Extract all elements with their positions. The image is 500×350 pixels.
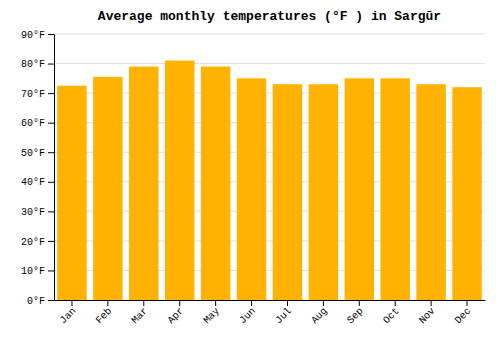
axis-line: [54, 35, 55, 301]
x-tick-mark: [143, 300, 144, 306]
y-tick-label: 20°F: [21, 237, 45, 248]
y-tick: 30°F: [21, 207, 54, 218]
x-tick: Aug: [309, 300, 330, 326]
y-tick-label: 80°F: [21, 59, 45, 70]
x-tick: Apr: [166, 300, 187, 326]
plot-area: [57, 61, 482, 300]
y-tick: 50°F: [21, 148, 54, 159]
y-tick-label: 40°F: [21, 177, 45, 188]
x-axis: Jan Feb Mar Apr May Jun Jul Aug Sep Oct Nov Dec: [55, 300, 486, 326]
bar: [237, 78, 266, 300]
x-tick-mark: [215, 300, 216, 306]
y-tick-label: 90°F: [21, 30, 45, 41]
grid: [54, 34, 485, 300]
x-tick: Jun: [237, 300, 258, 326]
title: Average monthly temperatures (°F ) in Sa…: [98, 9, 441, 24]
y-tick: 60°F: [21, 118, 54, 129]
y-tick-label: 60°F: [21, 118, 45, 129]
y-tick-mark: [48, 93, 54, 94]
bar: [309, 84, 338, 300]
bar: [273, 84, 302, 300]
x-tick-label: Jan: [58, 306, 79, 327]
x-tick-mark: [287, 300, 288, 306]
x-tick-label: Jun: [237, 306, 258, 327]
x-tick: May: [201, 300, 222, 326]
chart: 0°F 10°F 20°F 30°F 40°F 50°F 60°F 70°F 80°F 90°F J…: [0, 0, 500, 350]
y-tick-mark: [48, 34, 54, 35]
y-tick-mark: [48, 241, 54, 242]
y-tick-mark: [48, 300, 54, 301]
y-tick-label: 0°F: [27, 296, 45, 307]
x-tick-mark: [431, 300, 432, 306]
x-tick-label: Feb: [94, 306, 115, 327]
y-axis: 0°F 10°F 20°F 30°F 40°F 50°F 60°F 70°F 80°F 90°F: [21, 30, 55, 307]
x-tick-label: Aug: [309, 306, 330, 327]
bar: [93, 77, 122, 300]
x-tick-mark: [323, 300, 324, 306]
y-tick: 0°F: [27, 296, 54, 307]
y-tick: 90°F: [21, 30, 54, 41]
bar: [416, 84, 445, 300]
bar: [165, 61, 194, 300]
axis-line: [55, 300, 486, 301]
bar: [345, 78, 374, 300]
x-tick-mark: [359, 300, 360, 306]
x-tick-label: Mar: [130, 306, 151, 327]
x-tick: Feb: [94, 300, 115, 326]
bar: [129, 67, 158, 300]
bar: [57, 86, 86, 300]
y-tick-label: 70°F: [21, 89, 45, 100]
y-tick-mark: [48, 182, 54, 183]
y-tick-label: 50°F: [21, 148, 45, 159]
x-tick: Dec: [453, 300, 474, 326]
y-tick-label: 10°F: [21, 266, 45, 277]
y-tick: 40°F: [21, 177, 54, 188]
x-tick-mark: [467, 300, 468, 306]
y-tick: 70°F: [21, 89, 54, 100]
x-tick-label: Jul: [273, 306, 294, 327]
x-tick-mark: [71, 300, 72, 306]
chart-container: 0°F 10°F 20°F 30°F 40°F 50°F 60°F 70°F 80°F 90°F J…: [0, 0, 500, 350]
grid-line: [54, 63, 485, 64]
x-tick-label: Oct: [381, 306, 402, 327]
x-tick: Oct: [381, 300, 402, 326]
bar: [380, 78, 409, 300]
y-tick: 80°F: [21, 59, 54, 70]
y-tick-mark: [48, 152, 54, 153]
y-tick-mark: [48, 211, 54, 212]
y-tick-label: 30°F: [21, 207, 45, 218]
x-tick: Jul: [273, 300, 294, 326]
y-tick: 10°F: [21, 266, 54, 277]
x-tick-label: Nov: [417, 306, 438, 327]
x-tick-mark: [251, 300, 252, 306]
x-tick-label: Dec: [453, 306, 474, 327]
x-tick-mark: [107, 300, 108, 306]
y-tick-mark: [48, 270, 54, 271]
x-tick-mark: [395, 300, 396, 306]
x-tick: Nov: [417, 300, 438, 326]
x-tick-label: Apr: [166, 306, 187, 327]
y-tick-mark: [48, 64, 54, 65]
x-tick-label: May: [201, 306, 222, 327]
y-tick-mark: [48, 123, 54, 124]
x-tick: Jan: [58, 300, 79, 326]
x-tick: Mar: [130, 300, 151, 326]
x-tick: Sep: [345, 300, 366, 326]
bar: [452, 87, 481, 300]
x-tick-label: Sep: [345, 306, 366, 327]
bar: [201, 67, 230, 300]
grid-line: [54, 34, 485, 35]
x-tick-mark: [179, 300, 180, 306]
y-tick: 20°F: [21, 237, 54, 248]
